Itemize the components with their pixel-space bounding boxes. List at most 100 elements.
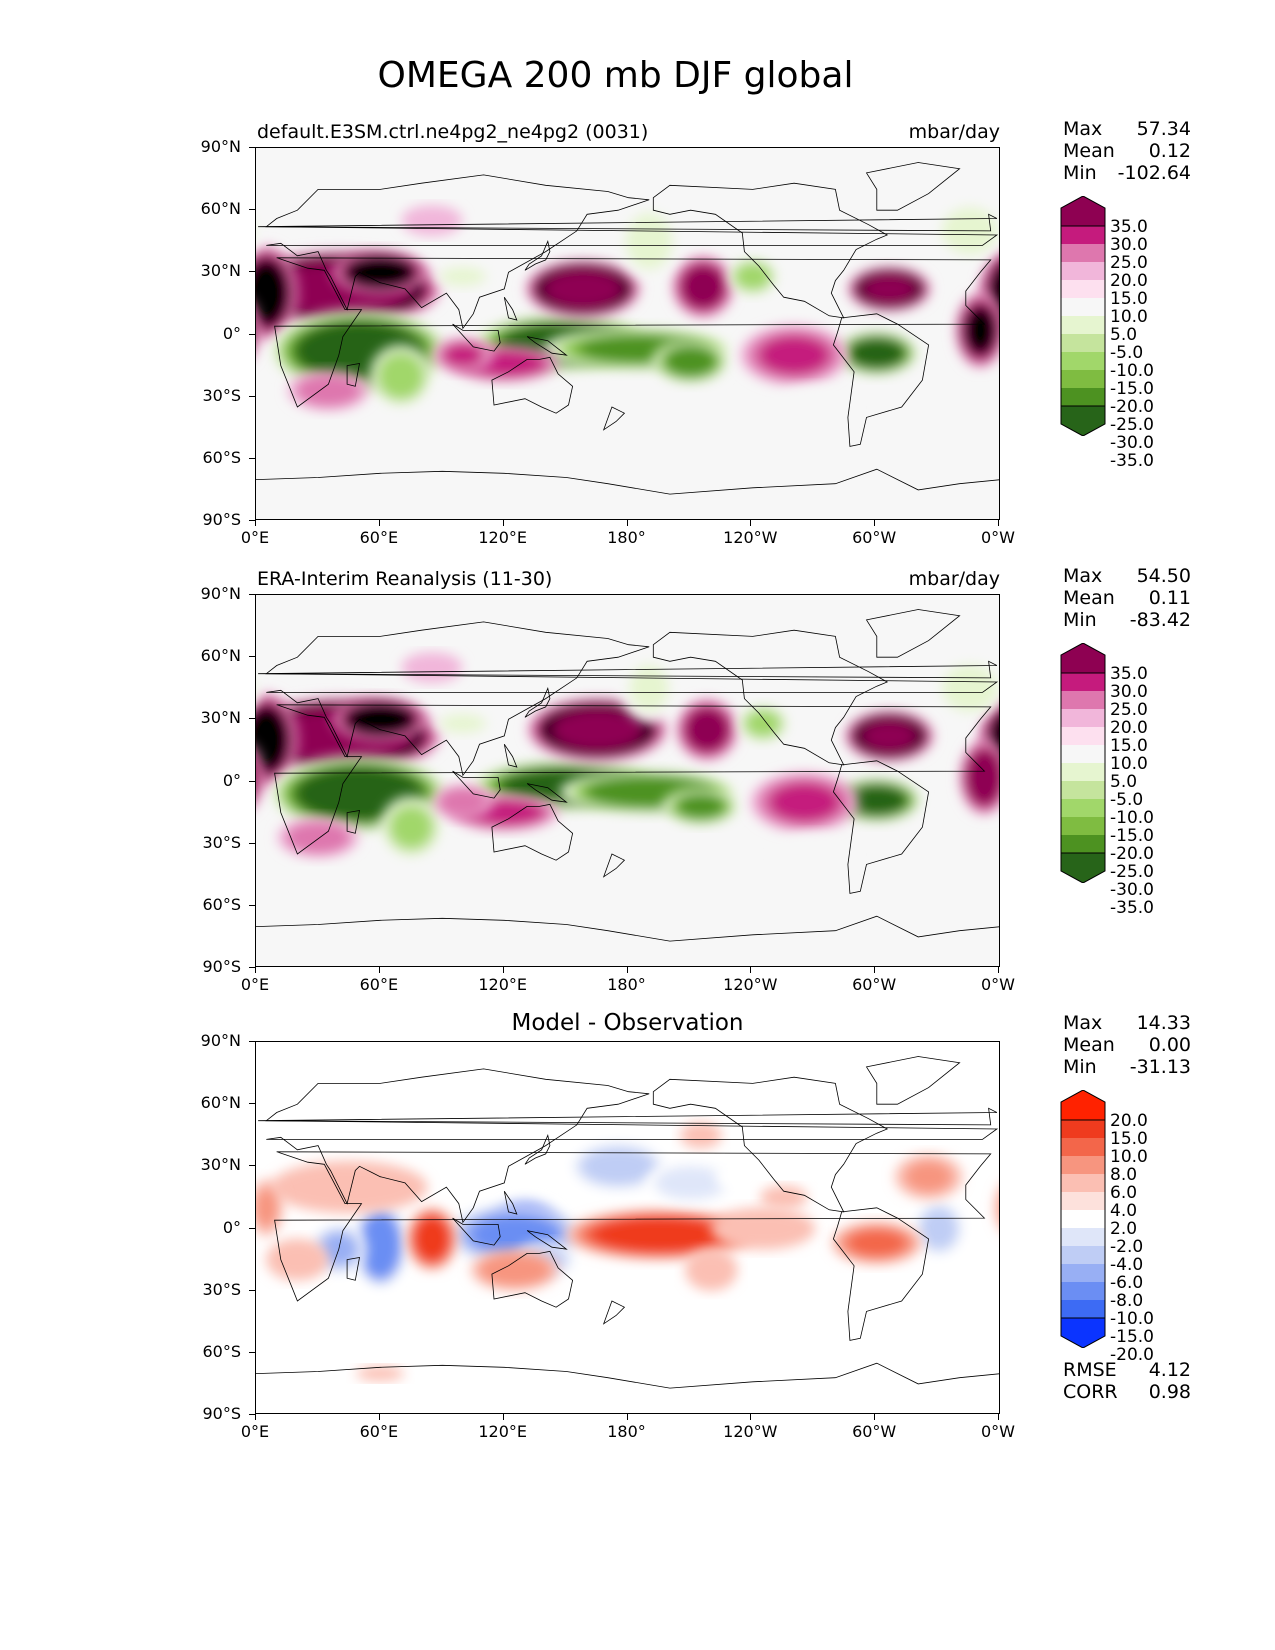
- metric-row: RMSE 4.12: [1063, 1359, 1191, 1381]
- coastline-greenland: [865, 162, 961, 211]
- coastline-namerica: [652, 182, 889, 319]
- x-tick-label: 120°E: [478, 528, 527, 547]
- anomaly-region: [433, 711, 493, 736]
- x-tick: [255, 1414, 256, 1420]
- x-tick-label: 120°W: [723, 1422, 778, 1441]
- colorbar-segment: [1061, 262, 1105, 280]
- anomaly-region: [356, 1366, 405, 1381]
- colorbar-segment: [1061, 709, 1105, 727]
- coastline-australia: [491, 356, 574, 414]
- colorbar-segment: [1061, 370, 1105, 388]
- y-tick-label: 30°N: [200, 261, 241, 281]
- colorbar-segment: [1061, 1228, 1105, 1246]
- metric-label: RMSE: [1063, 1359, 1117, 1381]
- colorbar-label: -6.0: [1110, 1273, 1144, 1293]
- coastline-antarctica: [256, 915, 999, 942]
- coastline-africa: [274, 257, 992, 408]
- y-tick: [249, 718, 255, 720]
- metric-label: CORR: [1063, 1381, 1118, 1403]
- coastline-samerica: [832, 760, 930, 894]
- coastline-eurasia: [265, 174, 999, 330]
- coastline-uk: [258, 213, 998, 232]
- y-tick-label: 0°: [222, 1217, 241, 1237]
- colorbar-extend-min: [1060, 405, 1106, 436]
- y-tick-label: 60°N: [200, 199, 241, 219]
- x-tick-label: 180°: [607, 975, 646, 994]
- x-tick-label: 0°E: [240, 1422, 270, 1441]
- colorbar-segment: [1061, 727, 1105, 745]
- coastline-philippines: [503, 743, 518, 768]
- x-tick: [502, 967, 504, 973]
- stat-row: Min -83.42: [1063, 609, 1191, 631]
- colorbar-segment: [1061, 388, 1105, 406]
- colorbar-segment: [1061, 1210, 1105, 1228]
- colorbar-label: -5.0: [1110, 790, 1144, 810]
- anomaly-region: [266, 1238, 329, 1281]
- stats-box: Max 57.34 Mean 0.12 Min -102.64: [1063, 118, 1191, 184]
- anomaly-region: [401, 652, 463, 683]
- anomaly-region: [332, 250, 428, 295]
- x-tick-label: 180°: [607, 528, 646, 547]
- y-tick-label: 0°: [222, 323, 241, 343]
- colorbar-label: -10.0: [1110, 808, 1154, 828]
- coastline-philippines: [503, 1190, 518, 1215]
- colorbar-extend-max: [1060, 643, 1106, 674]
- colorbar-segment: [1061, 835, 1105, 853]
- colorbar-segment: [1061, 280, 1105, 298]
- anomaly-region: [740, 325, 849, 386]
- anomaly-region: [401, 205, 463, 236]
- coastline-indonesia1: [452, 323, 501, 352]
- coastline-newguinea: [526, 783, 568, 803]
- coastlines: [256, 1056, 999, 1389]
- colorbar: [1060, 1090, 1106, 1348]
- coastline-australia: [491, 803, 574, 861]
- x-tick: [502, 1414, 504, 1420]
- stat-value: -31.13: [1129, 1056, 1191, 1078]
- anomaly-region: [710, 1207, 816, 1250]
- stat-value: 57.34: [1136, 118, 1191, 140]
- anomaly-region: [620, 206, 679, 277]
- anomaly-region: [256, 245, 999, 341]
- colorbar-label: 15.0: [1110, 1129, 1148, 1149]
- colorbar-segment: [1061, 316, 1105, 334]
- coastline-japan: [524, 239, 551, 271]
- anomaly-region: [256, 659, 999, 718]
- y-tick-label: 30°S: [202, 832, 241, 852]
- colorbar-label: -10.0: [1110, 1309, 1154, 1329]
- x-tick-label: 60°E: [359, 975, 399, 994]
- coastline-samerica: [832, 313, 930, 447]
- colorbar-segment: [1061, 352, 1105, 370]
- y-tick: [249, 147, 255, 148]
- y-tick: [249, 967, 255, 968]
- y-tick: [249, 395, 255, 397]
- colorbar-label: 30.0: [1110, 682, 1148, 702]
- coastline-madagascar: [346, 810, 360, 834]
- y-tick: [249, 842, 255, 844]
- colorbar-segment: [1061, 1264, 1105, 1282]
- stat-value: 0.12: [1148, 140, 1191, 162]
- colorbar-label: -15.0: [1110, 1327, 1154, 1347]
- anomaly-region: [369, 344, 432, 407]
- colorbar-label: 25.0: [1110, 700, 1148, 720]
- coastline-antarctica: [256, 468, 999, 495]
- map-panel: [255, 147, 1000, 520]
- stat-label: Min: [1063, 1056, 1097, 1078]
- x-tick-label: 0°W: [981, 528, 1015, 547]
- colorbar-extend-min: [1060, 852, 1106, 883]
- colorbar-segment: [1061, 1192, 1105, 1210]
- colorbar: [1060, 196, 1106, 436]
- x-tick-label: 0°W: [981, 975, 1015, 994]
- colorbar-segment: [1061, 1138, 1105, 1156]
- anomaly-region: [716, 1161, 769, 1193]
- anomaly-region: [380, 796, 443, 858]
- x-tick: [626, 967, 628, 973]
- colorbar-segment: [1061, 745, 1105, 763]
- anomaly-region: [256, 292, 999, 369]
- figure-title: OMEGA 200 mb DJF global: [377, 55, 854, 96]
- stat-label: Min: [1063, 609, 1097, 631]
- x-tick: [750, 967, 752, 973]
- y-tick-label: 90°N: [200, 1031, 241, 1050]
- colorbar-label: 20.0: [1110, 271, 1148, 291]
- colorbar-segment: [1061, 817, 1105, 835]
- y-tick: [249, 1103, 255, 1105]
